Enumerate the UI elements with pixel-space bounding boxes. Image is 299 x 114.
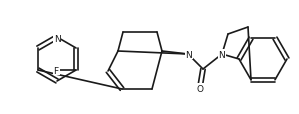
Text: N: N (219, 50, 225, 59)
Text: O: O (196, 84, 204, 93)
Text: N: N (186, 50, 192, 59)
Text: N: N (54, 34, 60, 43)
Text: F: F (54, 66, 59, 75)
